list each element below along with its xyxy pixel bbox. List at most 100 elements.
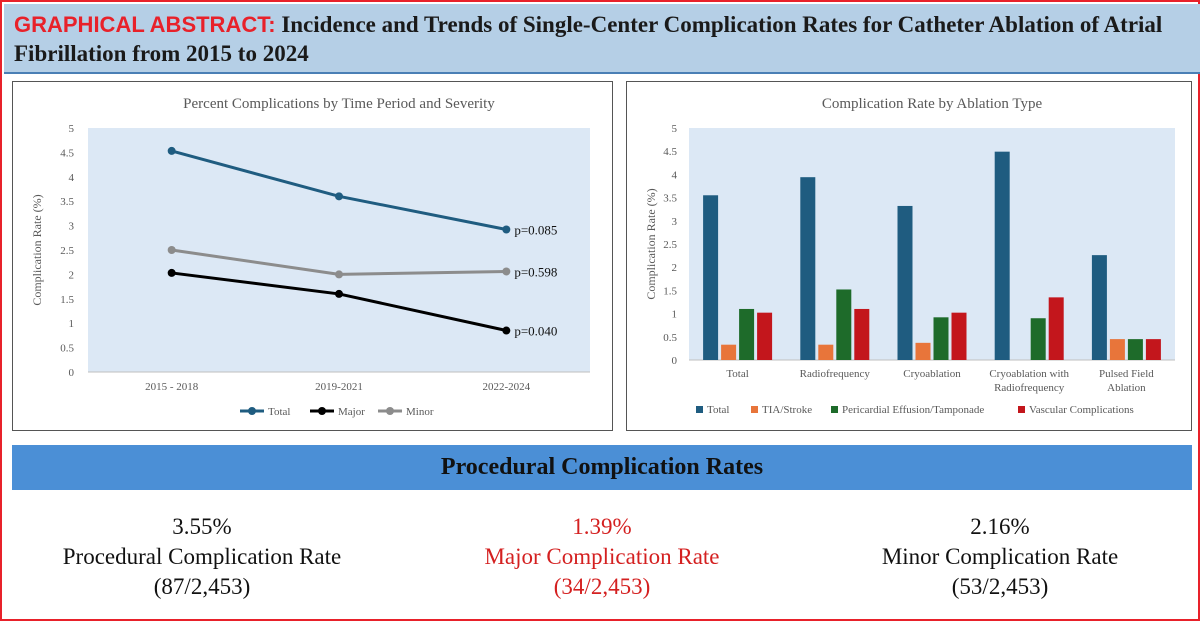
bar-total	[994, 151, 1010, 360]
y-tick-label: 1.5	[663, 285, 677, 297]
stat-label: Procedural Complication Rate	[62, 544, 342, 569]
legend-marker	[386, 407, 394, 415]
x-tick-label-line: Pulsed Field	[1099, 368, 1154, 380]
p-value-label: p=0.085	[514, 223, 557, 238]
legend-swatch	[831, 406, 838, 413]
legend-label: Pericardial Effusion/Tamponade	[842, 404, 984, 416]
bar-chart-panel: Complication Rate by Ablation Type 0 0.5 1 1…	[626, 81, 1192, 431]
y-tick-label: 4.5	[663, 146, 677, 158]
legend-marker	[248, 407, 256, 415]
data-point	[167, 268, 176, 277]
legend-label: TIA/Stroke	[762, 404, 812, 416]
y-tick-label: 3.5	[663, 193, 677, 205]
summary-heading: Procedural Complication Rates	[440, 454, 764, 480]
legend-swatch	[751, 406, 758, 413]
bar-pericardial-effusion-tamponade	[1030, 318, 1046, 360]
y-tick-label: 1	[672, 309, 678, 321]
y-tick-label: 1	[69, 318, 75, 330]
y-tick-label: 2	[69, 269, 75, 281]
bar-total	[897, 205, 913, 360]
stat-fraction: (87/2,453)	[153, 574, 251, 599]
bar-tia-stroke	[915, 342, 931, 360]
line-chart: Percent Complications by Time Period and…	[30, 96, 590, 418]
x-tick-label-line: Cryoablation with	[989, 368, 1069, 380]
y-tick-label: 4.5	[60, 147, 74, 159]
title-text: Incidence and Trends of Single-Center Co…	[14, 12, 1163, 66]
legend-label: Total	[707, 404, 729, 416]
x-tick-label: 2019-2021	[315, 381, 363, 393]
y-tick-label: 5	[69, 123, 75, 135]
y-tick-label: 3	[69, 221, 75, 233]
stat-value: 3.55%	[172, 514, 232, 539]
x-tick-label-line: Cryoablation	[903, 368, 961, 380]
stat-fraction: (34/2,453)	[553, 574, 651, 599]
bar-tia-stroke	[818, 344, 834, 360]
y-tick-label: 4	[672, 169, 678, 181]
data-point	[335, 192, 343, 201]
x-tick-label: Cryoablation	[903, 368, 961, 380]
stat-procedural: 3.55% Procedural Complication Rate (87/2…	[12, 512, 392, 602]
x-tick-label: Total	[726, 368, 748, 380]
x-tick-label-line: Ablation	[1107, 382, 1146, 394]
x-tick-label: 2015 - 2018	[145, 381, 199, 393]
y-tick-label: 5	[672, 123, 678, 135]
data-point	[502, 225, 511, 234]
legend-swatch	[1018, 406, 1025, 413]
summary-band: Procedural Complication Rates	[12, 445, 1192, 490]
data-point	[167, 246, 176, 254]
line-chart-panel: Percent Complications by Time Period and…	[12, 81, 613, 431]
header-bar: GRAPHICAL ABSTRACT: Incidence and Trends…	[4, 4, 1200, 74]
y-tick-label: 3	[672, 216, 678, 228]
bar-total	[703, 195, 719, 360]
bar-vascular-complications	[854, 308, 870, 360]
x-tick-label-line: Total	[726, 368, 748, 380]
y-tick-label: 2	[672, 262, 678, 274]
bar-tia-stroke	[1109, 339, 1125, 360]
data-point	[335, 270, 343, 279]
y-tick-label: 2.5	[663, 239, 677, 251]
data-point	[502, 326, 511, 335]
y-tick-label: 0.5	[663, 332, 677, 344]
stat-value: 1.39%	[572, 514, 632, 539]
bar-vascular-complications	[951, 312, 967, 360]
bar-pericardial-effusion-tamponade	[836, 289, 852, 360]
chart-title: Percent Complications by Time Period and…	[183, 96, 495, 112]
x-tick-label-line: Radiofrequency	[800, 368, 871, 380]
p-value-label: p=0.598	[514, 264, 557, 279]
y-axis-label: Complication Rate (%)	[30, 194, 44, 305]
graphical-abstract-tag: GRAPHICAL ABSTRACT:	[14, 12, 276, 37]
y-tick-label: 4	[69, 172, 75, 184]
stat-major: 1.39% Major Complication Rate (34/2,453)	[412, 512, 792, 602]
y-tick-label: 2.5	[60, 245, 74, 257]
bar-pericardial-effusion-tamponade	[1127, 339, 1143, 360]
x-tick-label: Cryoablation with Radiofrequency	[989, 368, 1069, 394]
data-point	[335, 289, 343, 298]
x-tick-label: Radiofrequency	[800, 368, 871, 380]
stat-value: 2.16%	[970, 514, 1030, 539]
y-tick-label: 0	[672, 355, 678, 367]
data-point	[167, 146, 176, 155]
y-tick-label: 1.5	[60, 294, 74, 306]
y-axis-label: Complication Rate (%)	[644, 188, 658, 299]
y-tick-label: 3.5	[60, 196, 74, 208]
data-point	[502, 267, 511, 276]
legend-label: Minor	[406, 406, 434, 418]
stat-label: Minor Complication Rate	[881, 544, 1119, 569]
y-tick-label: 0	[69, 367, 75, 379]
p-value-label: p=0.040	[514, 324, 557, 339]
bar-pericardial-effusion-tamponade	[933, 317, 949, 360]
bar-vascular-complications	[1048, 297, 1064, 360]
legend-label: Major	[338, 406, 365, 418]
bar-pericardial-effusion-tamponade	[739, 308, 755, 360]
bar-vascular-complications	[1145, 339, 1161, 360]
x-tick-label-line: Radiofrequency	[994, 382, 1065, 394]
x-tick-label: Pulsed Field Ablation	[1099, 368, 1154, 394]
legend-label: Vascular Complications	[1029, 404, 1134, 416]
page-title: GRAPHICAL ABSTRACT: Incidence and Trends…	[14, 10, 1194, 68]
chart-title: Complication Rate by Ablation Type	[822, 96, 1043, 112]
x-tick-label: 2022-2024	[482, 381, 530, 393]
bar-total	[800, 177, 816, 360]
bar-vascular-complications	[757, 312, 773, 360]
stat-minor: 2.16% Minor Complication Rate (53/2,453)	[810, 512, 1190, 602]
